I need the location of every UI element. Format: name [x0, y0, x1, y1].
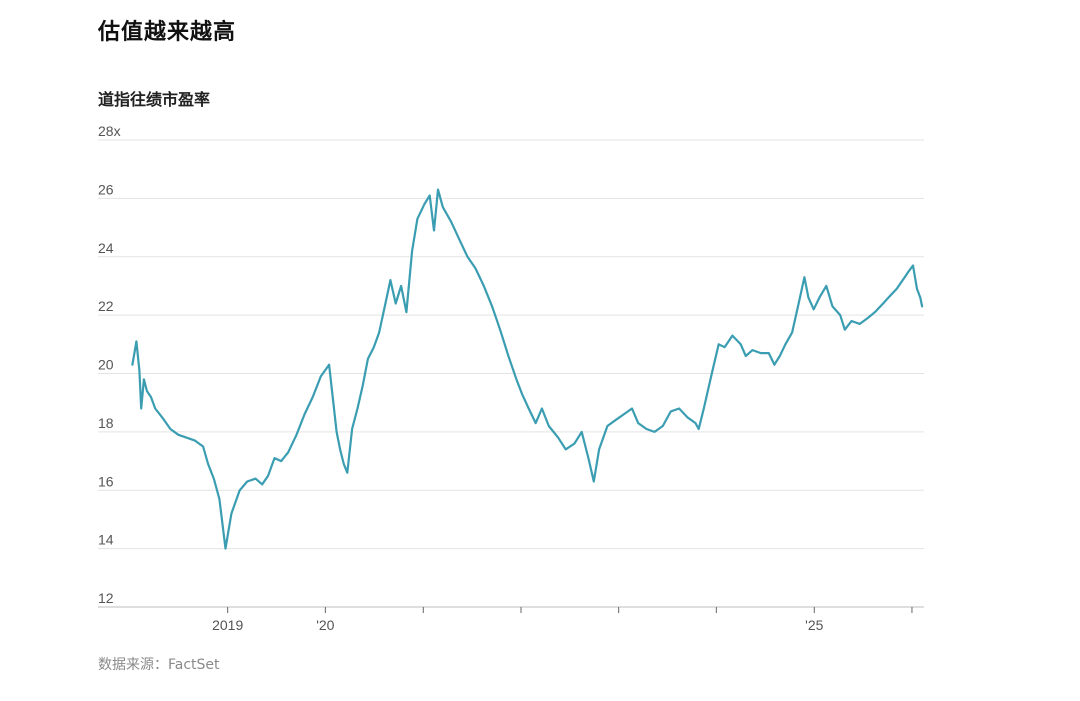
y-tick-label-24: 24: [98, 240, 114, 256]
x-tick-label-1: '20: [316, 617, 334, 633]
x-axis-ticks: 2019 '20 '25: [212, 607, 913, 633]
series-line-dow-trailing-pe: [131, 188, 924, 550]
data-source-note: 数据来源：FactSet: [98, 657, 220, 673]
y-tick-label-14: 14: [98, 532, 114, 548]
chart-headline: 估值越来越高: [98, 20, 237, 45]
grid-lines: [98, 139, 924, 550]
y-tick-label-26: 26: [98, 181, 114, 197]
y-tick-label-18: 18: [98, 415, 114, 431]
y-tick-label-22: 22: [98, 298, 114, 314]
y-tick-label-16: 16: [98, 473, 114, 489]
y-tick-label-20: 20: [98, 357, 114, 373]
y-axis-tick-labels: 28x 26 24 22 20 18 16 14 12: [98, 123, 121, 606]
x-tick-label-6: '25: [805, 617, 823, 633]
chart-subtitle: 道指往绩市盈率: [98, 90, 211, 109]
y-tick-label-28: 28x: [98, 123, 121, 139]
y-tick-label-12: 12: [98, 590, 114, 606]
x-tick-label-0: 2019: [212, 617, 243, 633]
